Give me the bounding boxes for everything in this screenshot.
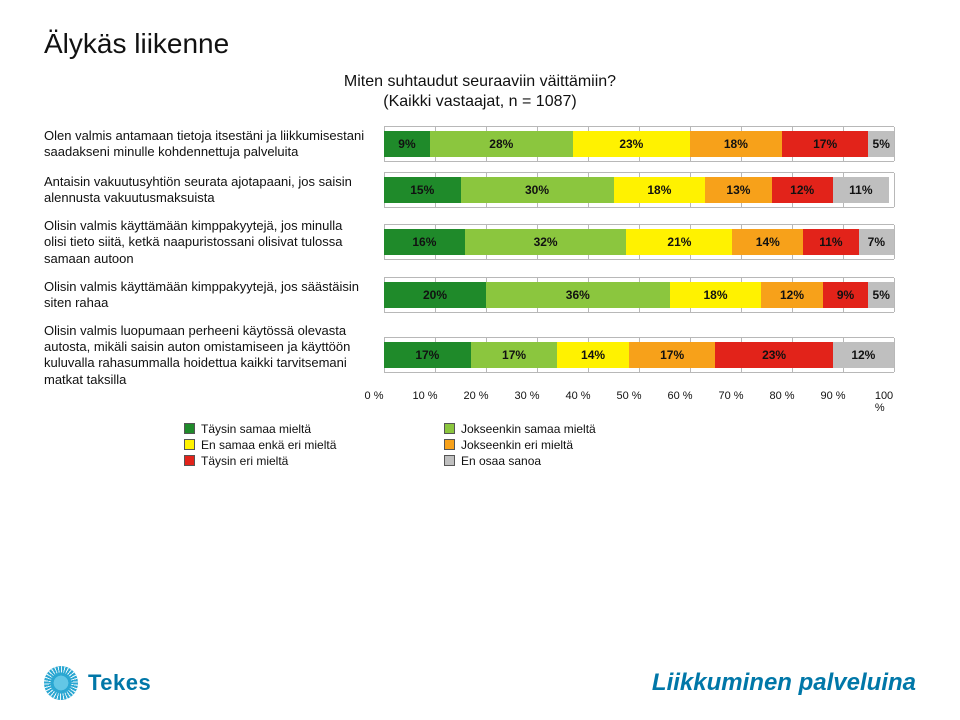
bar-segment: 5% bbox=[868, 282, 894, 308]
legend-item: En samaa enkä eri mieltä bbox=[184, 438, 444, 452]
chart-row: Olisin valmis käyttämään kimppakyytejä, … bbox=[44, 218, 916, 267]
bar-segment: 12% bbox=[772, 177, 833, 203]
x-axis-row: 0 %10 %20 %30 %40 %50 %60 %70 %80 %90 %1… bbox=[44, 388, 916, 406]
legend-swatch bbox=[444, 439, 455, 450]
bar-wrap: 20%36%18%12%9%5% bbox=[384, 277, 894, 313]
legend-item: Täysin samaa mieltä bbox=[184, 422, 444, 436]
bar-segment: 20% bbox=[384, 282, 486, 308]
legend-label: En osaa sanoa bbox=[461, 454, 541, 468]
x-axis-tick: 30 % bbox=[514, 390, 539, 402]
slide: Älykäs liikenne Miten suhtaudut seuraavi… bbox=[0, 0, 960, 720]
x-axis-tick: 0 % bbox=[365, 390, 384, 402]
bar-segment: 17% bbox=[629, 342, 716, 368]
bar-segment: 18% bbox=[670, 282, 762, 308]
brand-icon bbox=[44, 666, 78, 700]
bar-segment: 18% bbox=[614, 177, 706, 203]
brand-name: Tekes bbox=[88, 670, 151, 696]
x-axis-tick: 90 % bbox=[820, 390, 845, 402]
bar-column: 9%28%23%18%17%5% bbox=[384, 126, 894, 162]
bar-segment: 23% bbox=[715, 342, 832, 368]
bar-column: 20%36%18%12%9%5% bbox=[384, 277, 894, 313]
legend: Täysin samaa mieltä Jokseenkin samaa miel… bbox=[184, 422, 916, 468]
legend-swatch bbox=[184, 439, 195, 450]
bar-segment: 21% bbox=[626, 229, 732, 255]
legend-item: Täysin eri mieltä bbox=[184, 454, 444, 468]
brand-logo: Tekes bbox=[44, 666, 151, 700]
bar-track: 16%32%21%14%11%7% bbox=[384, 229, 894, 255]
bar-segment: 17% bbox=[782, 131, 869, 157]
bar-segment: 23% bbox=[573, 131, 690, 157]
bar-segment: 9% bbox=[823, 282, 869, 308]
chart-row: Olisin valmis luopumaan perheeni käytöss… bbox=[44, 323, 916, 388]
legend-swatch bbox=[184, 455, 195, 466]
x-axis: 0 %10 %20 %30 %40 %50 %60 %70 %80 %90 %1… bbox=[374, 388, 884, 406]
page-title: Älykäs liikenne bbox=[44, 28, 916, 60]
x-axis-tick: 50 % bbox=[616, 390, 641, 402]
x-axis-tick: 40 % bbox=[565, 390, 590, 402]
x-axis-tick: 10 % bbox=[412, 390, 437, 402]
row-label: Olen valmis antamaan tietoja itsestäni j… bbox=[44, 128, 374, 161]
chart-row: Olisin valmis käyttämään kimppakyytejä, … bbox=[44, 277, 916, 313]
bar-segment: 30% bbox=[461, 177, 614, 203]
bar-wrap: 17%17%14%17%23%12% bbox=[384, 337, 894, 373]
x-axis-tick: 80 % bbox=[769, 390, 794, 402]
legend-label: En samaa enkä eri mieltä bbox=[201, 438, 336, 452]
bar-track: 9%28%23%18%17%5% bbox=[384, 131, 894, 157]
x-axis-tick: 20 % bbox=[463, 390, 488, 402]
bar-segment: 11% bbox=[803, 229, 859, 255]
legend-label: Täysin eri mieltä bbox=[201, 454, 288, 468]
bar-segment: 12% bbox=[761, 282, 822, 308]
legend-label: Täysin samaa mieltä bbox=[201, 422, 311, 436]
row-label: Olisin valmis luopumaan perheeni käytöss… bbox=[44, 323, 374, 388]
x-axis-tick: 60 % bbox=[667, 390, 692, 402]
chart-title-line1: Miten suhtaudut seuraaviin väittämiin? bbox=[344, 73, 616, 90]
bar-track: 17%17%14%17%23%12% bbox=[384, 342, 894, 368]
bar-column: 16%32%21%14%11%7% bbox=[384, 224, 894, 260]
legend-item: Jokseenkin samaa mieltä bbox=[444, 422, 704, 436]
chart-title: Miten suhtaudut seuraaviin väittämiin? (… bbox=[44, 72, 916, 112]
row-label: Olisin valmis käyttämään kimppakyytejä, … bbox=[44, 218, 374, 267]
bar-segment: 12% bbox=[833, 342, 894, 368]
bar-column: 17%17%14%17%23%12% bbox=[384, 337, 894, 373]
slogan: Liikkuminen palveluina bbox=[652, 669, 916, 697]
row-label: Olisin valmis käyttämään kimppakyytejä, … bbox=[44, 279, 374, 312]
bar-segment: 11% bbox=[833, 177, 889, 203]
chart-row: Olen valmis antamaan tietoja itsestäni j… bbox=[44, 126, 916, 162]
bar-segment: 15% bbox=[384, 177, 461, 203]
bar-segment: 36% bbox=[486, 282, 670, 308]
footer: Tekes Liikkuminen palveluina bbox=[44, 666, 916, 700]
legend-label: Jokseenkin samaa mieltä bbox=[461, 422, 596, 436]
bar-track: 15%30%18%13%12%11% bbox=[384, 177, 894, 203]
bar-segment: 32% bbox=[465, 229, 627, 255]
bar-segment: 28% bbox=[430, 131, 573, 157]
x-axis-tick: 70 % bbox=[718, 390, 743, 402]
bar-wrap: 9%28%23%18%17%5% bbox=[384, 126, 894, 162]
bar-segment: 14% bbox=[557, 342, 628, 368]
bar-segment: 16% bbox=[384, 229, 465, 255]
legend-label: Jokseenkin eri mieltä bbox=[461, 438, 573, 452]
bar-column: 15%30%18%13%12%11% bbox=[384, 172, 894, 208]
bar-segment: 9% bbox=[384, 131, 430, 157]
bar-segment: 13% bbox=[705, 177, 771, 203]
legend-swatch bbox=[184, 423, 195, 434]
bar-segment: 5% bbox=[868, 131, 894, 157]
chart-row: Antaisin vakuutusyhtiön seurata ajotapaa… bbox=[44, 172, 916, 208]
legend-item: En osaa sanoa bbox=[444, 454, 704, 468]
bar-segment: 7% bbox=[859, 229, 894, 255]
bar-track: 20%36%18%12%9%5% bbox=[384, 282, 894, 308]
bar-wrap: 15%30%18%13%12%11% bbox=[384, 172, 894, 208]
bar-segment: 17% bbox=[384, 342, 471, 368]
legend-swatch bbox=[444, 423, 455, 434]
x-axis-tick: 100 % bbox=[875, 390, 893, 414]
row-label: Antaisin vakuutusyhtiön seurata ajotapaa… bbox=[44, 174, 374, 207]
legend-item: Jokseenkin eri mieltä bbox=[444, 438, 704, 452]
bar-wrap: 16%32%21%14%11%7% bbox=[384, 224, 894, 260]
bar-segment: 14% bbox=[732, 229, 803, 255]
chart-area: Olen valmis antamaan tietoja itsestäni j… bbox=[44, 126, 916, 388]
chart-title-line2: (Kaikki vastaajat, n = 1087) bbox=[383, 93, 576, 110]
bar-segment: 17% bbox=[471, 342, 558, 368]
legend-swatch bbox=[444, 455, 455, 466]
bar-segment: 18% bbox=[690, 131, 782, 157]
